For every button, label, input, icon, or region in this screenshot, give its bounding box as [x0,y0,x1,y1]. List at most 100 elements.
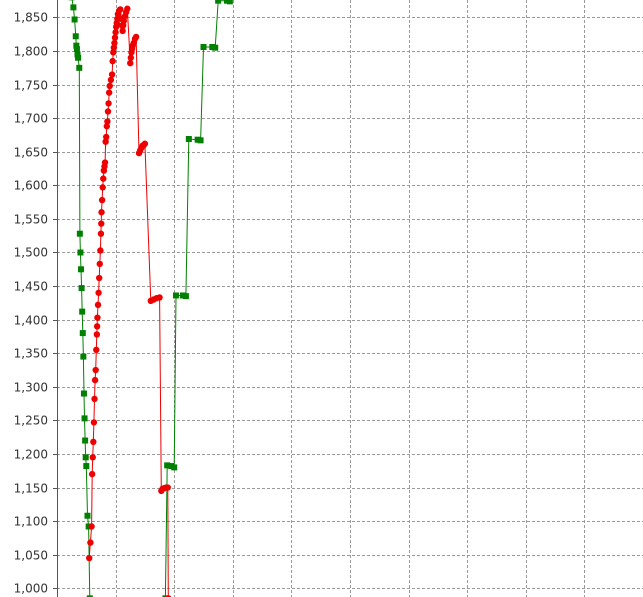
data-point [88,523,95,530]
data-point [117,6,124,13]
data-point [70,4,77,11]
data-point [120,22,127,29]
data-point [93,331,101,338]
data-point [89,454,96,461]
data-point [76,64,83,71]
y-tick-label: 1,100 [14,515,48,529]
data-point [79,308,86,315]
data-point [197,137,204,144]
data-point [96,260,103,268]
data-point [111,39,118,47]
data-point [91,376,99,384]
series-line [88,8,169,597]
data-point [79,330,86,337]
vertical-grid-lines [116,0,585,597]
data-point [83,463,90,470]
data-point [100,175,107,182]
data-point [78,266,85,273]
data-point [82,437,89,444]
y-tick-label: 1,300 [14,381,48,395]
data-point [73,42,80,49]
data-point [92,366,99,374]
data-point [94,301,102,309]
data-point [88,470,96,478]
data-point [82,454,89,461]
y-axis-tick-labels: 1,000 1,050 1,100 1,150 1,200 1,250 1,300 1,350… [14,11,48,596]
y-tick-label: 1,250 [14,414,48,428]
data-point [72,33,79,40]
data-point [98,196,106,204]
data-point [93,323,101,330]
data-point [104,108,112,115]
data-point [112,29,119,36]
data-point [95,289,102,296]
data-point [212,44,219,51]
data-point [110,44,118,51]
data-point [77,249,84,256]
data-point [80,353,87,360]
data-point [109,57,116,65]
data-point [71,16,78,23]
data-point [97,230,105,237]
data-point [104,118,111,125]
data-point [200,44,207,51]
data-point [124,5,131,12]
data-point [185,136,192,143]
data-point [90,438,97,446]
series-layer [68,0,233,597]
data-point [87,539,94,546]
data-point [76,230,83,237]
data-point [127,59,134,67]
data-point [98,209,105,216]
data-point [106,82,113,90]
data-point [119,27,126,35]
data-point [172,292,179,299]
y-tick-label: 1,400 [14,314,48,328]
data-point [156,294,163,301]
data-point [91,395,98,403]
y-tick-label: 1,200 [14,448,48,462]
data-point [84,512,91,519]
data-point [94,314,101,321]
data-point [103,123,111,130]
y-tick-label: 1,050 [14,549,48,563]
data-point [97,247,104,254]
data-point [78,285,85,292]
y-tick-label: 1,150 [14,482,48,496]
data-point [101,159,109,166]
series-1 [68,0,233,597]
data-point [127,54,135,61]
y-tick-label: 1,000 [14,582,48,596]
data-point [164,484,171,491]
data-point [74,51,81,58]
data-point [99,184,106,191]
data-point [111,34,119,41]
y-tick-label: 1,650 [14,146,48,160]
data-point [215,0,222,4]
y-tick-label: 1,600 [14,179,48,193]
data-point [86,554,93,562]
data-point [75,54,82,61]
y-tick-label: 1,700 [14,112,48,126]
y-tick-label: 1,500 [14,246,48,260]
data-point [110,49,117,56]
data-point [182,293,189,300]
data-point [164,462,171,469]
data-point [73,46,80,53]
data-point [108,71,116,78]
data-point [226,0,233,5]
y-tick-label: 1,800 [14,45,48,59]
series-2 [86,5,172,597]
data-point [98,220,105,227]
data-point [103,133,110,141]
y-tick-label: 1,450 [14,280,48,294]
data-point [162,595,169,597]
data-point [93,346,100,354]
data-point [81,415,88,422]
data-point [107,76,115,84]
data-point [90,419,98,426]
horizontal-grid-lines [53,17,643,589]
data-point [105,100,112,107]
y-tick-label: 1,350 [14,347,48,361]
